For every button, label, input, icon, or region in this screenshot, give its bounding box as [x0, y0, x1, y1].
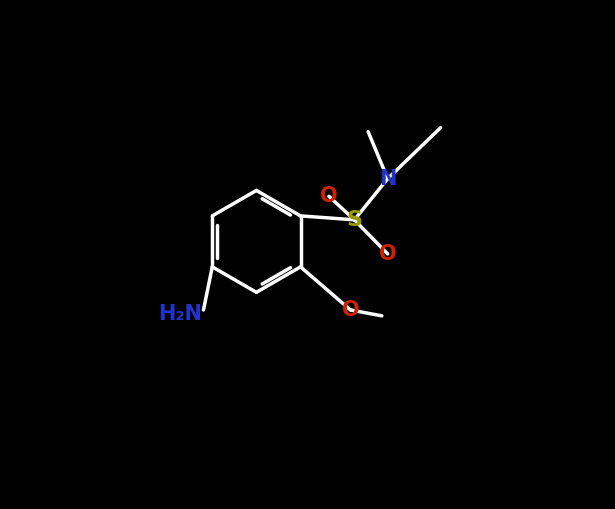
- Text: O: O: [379, 244, 397, 264]
- Text: S: S: [346, 210, 362, 230]
- Text: N: N: [379, 168, 397, 189]
- Text: O: O: [320, 186, 338, 206]
- Text: O: O: [342, 300, 359, 320]
- Text: H₂N: H₂N: [158, 304, 202, 324]
